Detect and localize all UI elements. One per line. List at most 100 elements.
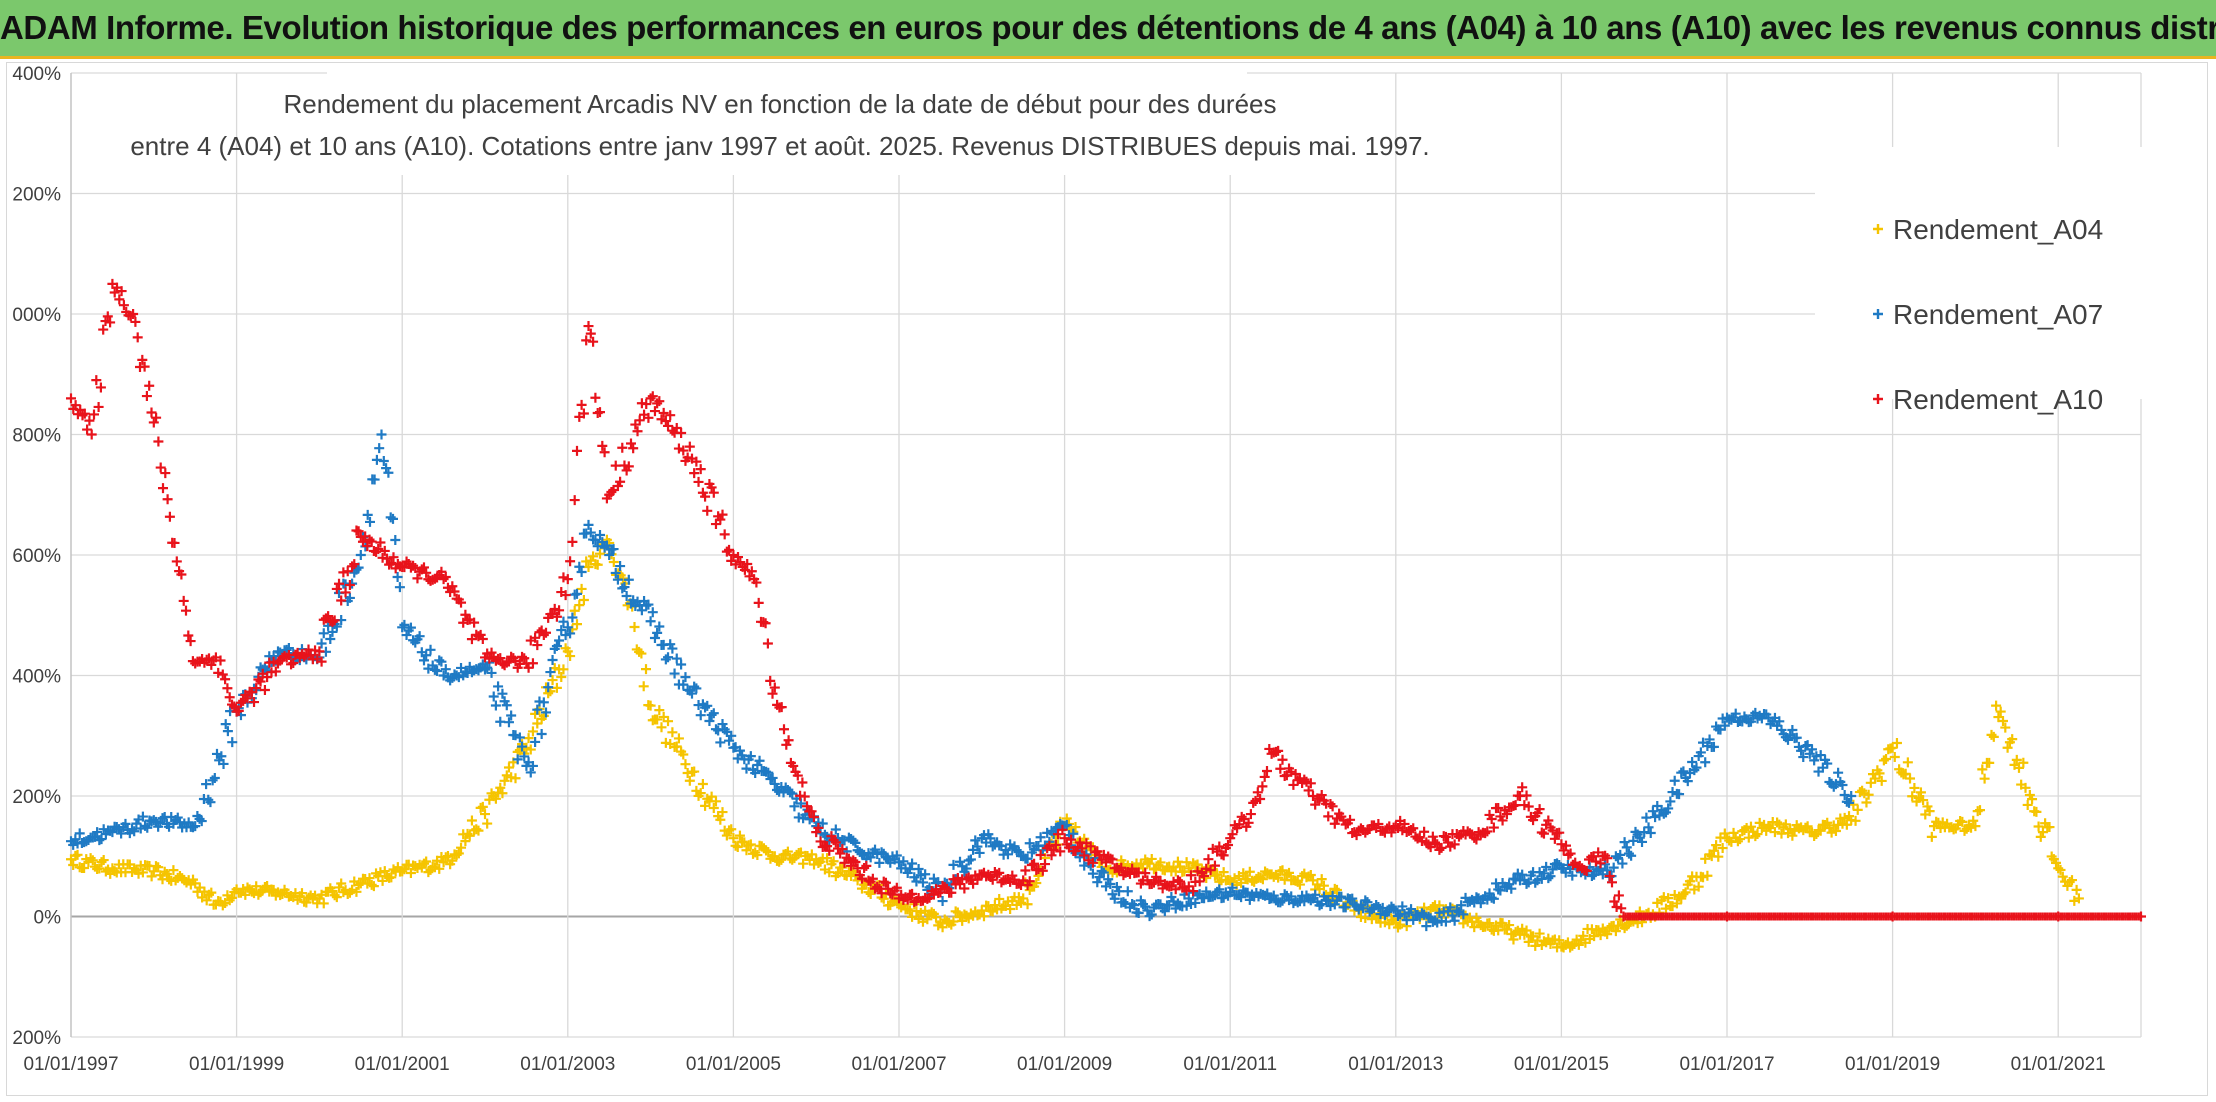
- data-point: [789, 801, 800, 812]
- data-point: [2002, 742, 2013, 753]
- data-point: [449, 586, 460, 597]
- data-point: [726, 824, 737, 835]
- data-point: [1144, 911, 1155, 922]
- data-point: [848, 855, 859, 866]
- data-point: [499, 775, 510, 786]
- data-point: [1669, 775, 1680, 786]
- data-point: [408, 560, 419, 571]
- data-point: [1323, 811, 1334, 822]
- data-point: [517, 741, 528, 752]
- data-point: [235, 697, 246, 708]
- data-point: [1787, 725, 1798, 736]
- data-point: [385, 512, 396, 523]
- data-point: [641, 664, 651, 675]
- data-point: [340, 587, 351, 598]
- data-point: [2020, 782, 2031, 793]
- data-point: [702, 700, 713, 711]
- data-point: [1484, 918, 1495, 929]
- data-point: [82, 424, 93, 435]
- data-point: [98, 855, 109, 866]
- data-point: [739, 564, 750, 575]
- data-point: [1194, 876, 1205, 887]
- data-point: [1909, 782, 1920, 793]
- data-point: [109, 287, 120, 298]
- data-point: [576, 583, 587, 594]
- data-point: [1252, 787, 1263, 798]
- data-point: [565, 651, 576, 662]
- data-point: [506, 710, 517, 721]
- data-point: [682, 768, 693, 779]
- data-point: [721, 830, 732, 841]
- legend-marker: [1873, 309, 1883, 319]
- data-point: [1243, 817, 1254, 828]
- data-point: [541, 627, 552, 638]
- data-point: [663, 652, 674, 663]
- data-point: [765, 675, 776, 686]
- data-point: [120, 818, 131, 829]
- data-point: [1227, 829, 1238, 840]
- data-point: [1750, 831, 1761, 842]
- data-point: [961, 863, 972, 874]
- data-point: [1284, 867, 1295, 878]
- data-point: [946, 887, 957, 898]
- data-point: [1745, 821, 1756, 832]
- data-point: [488, 691, 499, 702]
- data-point: [634, 415, 645, 426]
- data-point: [436, 656, 447, 667]
- y-tick-label: 400%: [12, 667, 61, 688]
- series-Rendement_A07: [66, 429, 1857, 932]
- data-point: [1800, 822, 1811, 833]
- data-point: [1434, 844, 1445, 855]
- data-point: [493, 681, 504, 692]
- data-point: [347, 561, 358, 572]
- data-point: [724, 825, 735, 836]
- data-point: [418, 655, 429, 666]
- y-tick-label: 1 400%: [7, 64, 61, 85]
- data-point: [1257, 781, 1268, 792]
- data-point: [808, 811, 819, 822]
- data-point: [355, 550, 366, 560]
- data-point: [440, 572, 451, 583]
- data-point: [1610, 926, 1621, 937]
- data-point: [1305, 869, 1316, 880]
- data-point: [1190, 897, 1201, 908]
- data-point: [1724, 835, 1735, 846]
- data-point: [663, 716, 674, 727]
- data-point: [525, 744, 536, 755]
- y-tick-label: 1 000%: [7, 305, 61, 326]
- data-point: [1506, 883, 1517, 894]
- data-point: [2011, 754, 2022, 765]
- data-point: [643, 599, 654, 610]
- data-point: [565, 556, 576, 567]
- data-point: [1471, 834, 1482, 845]
- data-point: [1201, 886, 1212, 897]
- data-point: [730, 840, 741, 851]
- data-point: [830, 824, 841, 835]
- data-point: [745, 839, 756, 850]
- data-point: [1029, 858, 1040, 869]
- data-point: [1277, 754, 1288, 765]
- data-point: [1449, 839, 1460, 850]
- data-point: [129, 863, 140, 874]
- data-point: [1039, 859, 1050, 870]
- data-point: [323, 611, 334, 622]
- data-point: [438, 857, 449, 868]
- data-point: [2018, 757, 2029, 768]
- data-point: [1166, 892, 1177, 903]
- data-point: [1693, 881, 1704, 892]
- data-point: [1031, 878, 1042, 889]
- data-point: [1619, 837, 1630, 848]
- data-point: [1345, 814, 1356, 825]
- data-point: [336, 878, 347, 889]
- data-point: [139, 361, 150, 372]
- data-point: [1397, 901, 1408, 912]
- data-point: [473, 825, 484, 836]
- data-point: [574, 600, 585, 611]
- data-point: [708, 708, 719, 719]
- data-point: [167, 537, 178, 548]
- data-point: [1581, 865, 1592, 876]
- data-point: [745, 751, 756, 762]
- data-point: [1279, 889, 1290, 900]
- x-tick-label: 01/01/2009: [1017, 1054, 1112, 1075]
- data-point: [689, 766, 700, 777]
